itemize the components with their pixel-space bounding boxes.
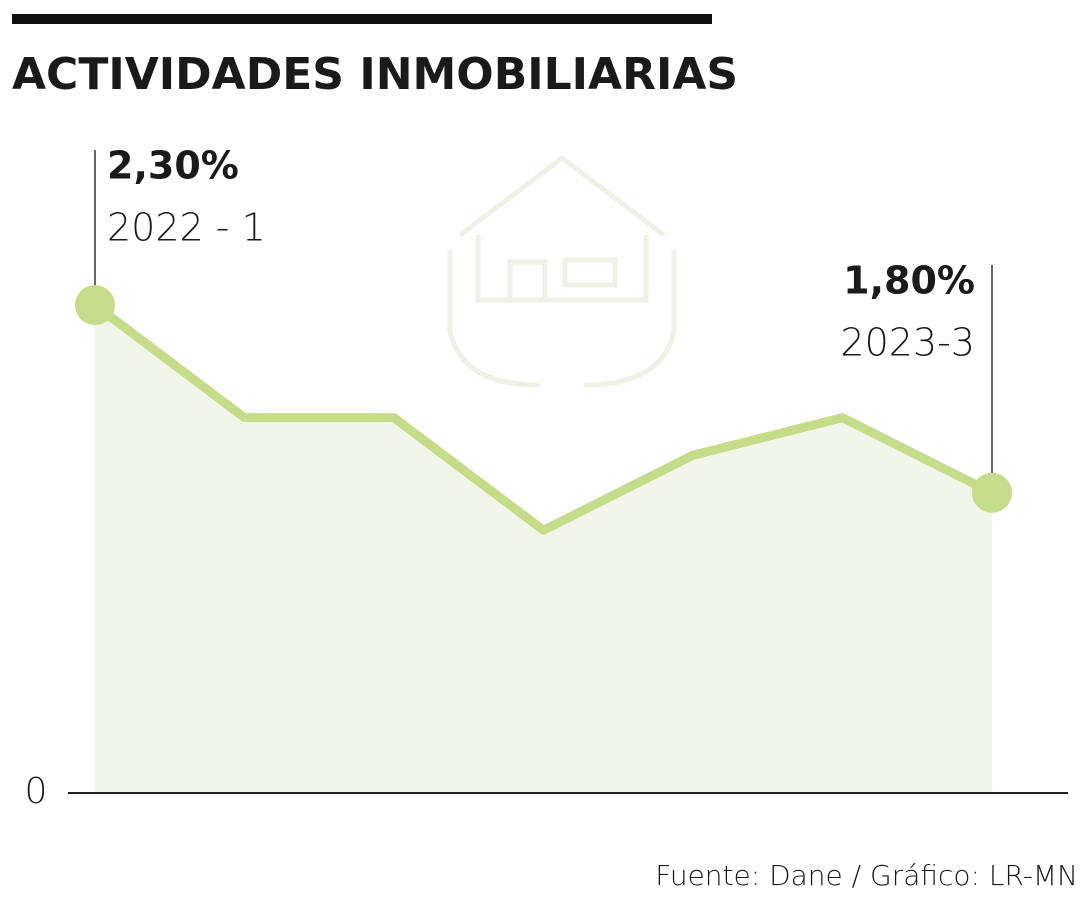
chart-title: ACTIVIDADES INMOBILIARIAS	[12, 49, 738, 100]
top-bar	[12, 14, 712, 24]
house-icon	[447, 154, 677, 388]
endpoint	[972, 472, 1012, 513]
source: Fuente: Dane / Gráfico: LR-MN	[655, 859, 1078, 892]
x-label: 2022 - 1	[107, 206, 266, 250]
endpoint	[75, 285, 115, 326]
area	[95, 305, 992, 793]
x-label: 2023-3	[840, 321, 975, 365]
baseline-label: 0	[25, 771, 48, 812]
value-label: 2,30%	[107, 144, 239, 188]
value-label: 1,80%	[843, 259, 975, 303]
line	[92, 301, 995, 535]
